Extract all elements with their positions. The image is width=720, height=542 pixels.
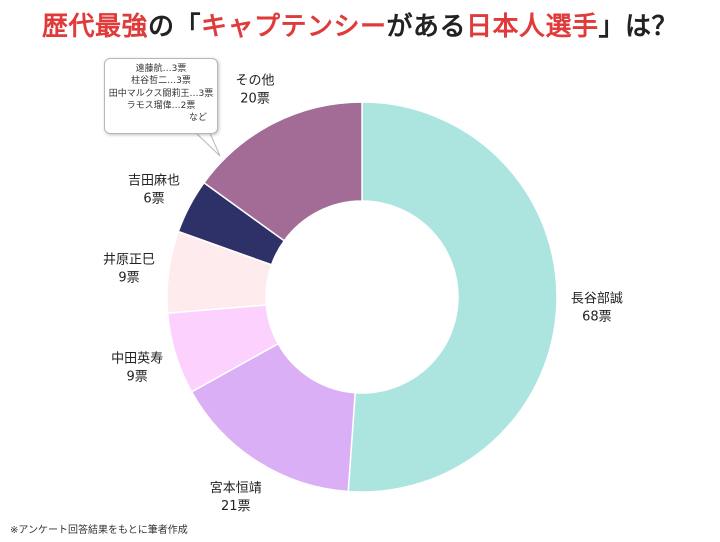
slice-value-2: 21票 xyxy=(221,499,251,514)
slice-label-5: 吉田麻也 xyxy=(128,174,180,189)
slice-label-1: 長谷部誠 xyxy=(571,291,623,306)
callout-more: など xyxy=(188,113,207,124)
footnote: ※アンケート回答結果をもとに筆者作成 xyxy=(10,525,188,536)
slice-6 xyxy=(202,101,363,242)
callout-pointer xyxy=(194,132,221,157)
callout-line-4: ラモス瑠偉…2票 xyxy=(126,100,196,111)
slice-label-4: 井原正巳 xyxy=(103,253,155,268)
callout-line-1: 遠藤航…3票 xyxy=(135,64,187,74)
slice-label-3: 中田英寿 xyxy=(111,351,163,366)
slice-value-3: 9票 xyxy=(127,369,148,384)
title-part-2: の「 xyxy=(147,12,201,42)
title-part-6: 」は？ xyxy=(598,12,679,42)
slice-label-6: その他 xyxy=(236,74,275,89)
slice-value-4: 9票 xyxy=(118,271,139,286)
callout-line-3: 田中マルクス闘莉王…3票 xyxy=(108,88,214,99)
slice-2 xyxy=(190,342,357,493)
slice-label-2: 宮本恒靖 xyxy=(210,480,262,496)
title-part-5: 日本人選手 xyxy=(466,12,599,42)
slice-value-1: 68票 xyxy=(582,309,612,324)
chart-title: 歴代最強の「キャプテンシーがある日本人選手」は？ xyxy=(0,6,720,43)
title-part-3: キャプテンシー xyxy=(200,12,387,42)
slice-value-5: 6票 xyxy=(143,192,164,207)
slice-value-6: 20票 xyxy=(240,92,270,107)
other-breakdown-callout: 遠藤航…3票 柱谷哲二…3票 田中マルクス闘莉王…3票 ラモス瑠偉…2票 など xyxy=(104,58,218,134)
title-part-4: がある xyxy=(386,12,467,42)
slice-1 xyxy=(347,101,558,493)
callout-line-2: 柱谷哲二…3票 xyxy=(131,76,191,87)
title-part-1: 歴代最強 xyxy=(41,12,148,42)
